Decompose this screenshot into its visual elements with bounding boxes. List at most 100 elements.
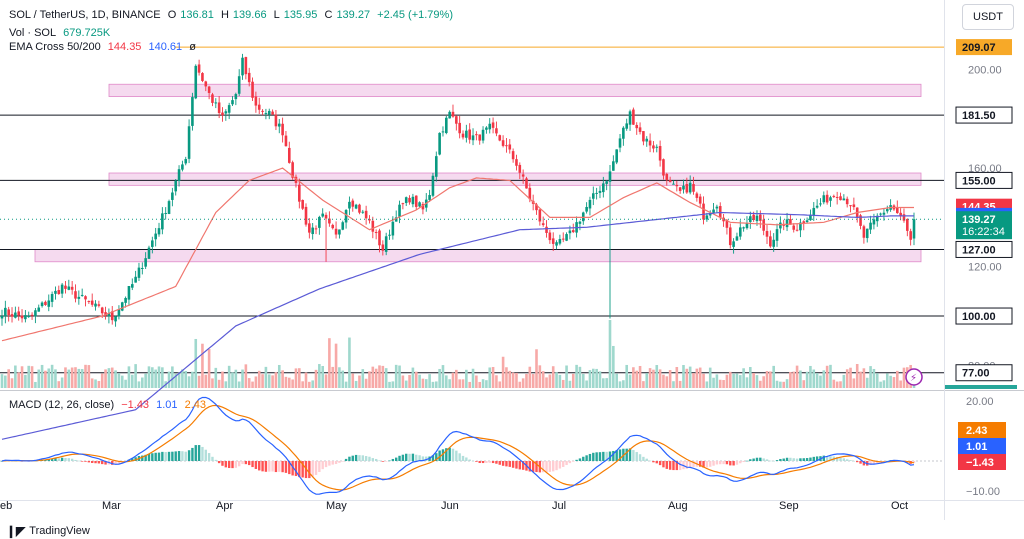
- candle-body: [678, 187, 682, 191]
- macd-histogram-bar: [214, 459, 218, 461]
- candle-body: [505, 145, 508, 147]
- candle-body: [591, 193, 595, 199]
- volume-bar: [224, 381, 228, 388]
- volume-bar: [511, 372, 515, 388]
- candle-body: [875, 215, 879, 222]
- candle-body: [374, 232, 378, 234]
- macd-histogram-bar: [625, 448, 628, 461]
- volume-bar: [124, 379, 127, 388]
- candle-body: [17, 311, 21, 316]
- volume-bar: [361, 369, 365, 388]
- macd-histogram-bar: [618, 449, 622, 461]
- volume-bar: [468, 381, 471, 388]
- macd-histogram-bar: [685, 461, 689, 469]
- macd-histogram-bar: [665, 461, 668, 469]
- candle-body: [675, 184, 679, 187]
- candle-body: [124, 297, 127, 303]
- volume-bar: [141, 377, 144, 388]
- macd-histogram-bar: [719, 461, 722, 465]
- candle-body: [849, 205, 852, 207]
- candle-body: [404, 197, 408, 203]
- macd-histogram-bar: [745, 460, 749, 462]
- volume-bar: [408, 374, 411, 388]
- volume-bar: [394, 364, 398, 388]
- candle-body: [341, 222, 345, 230]
- candle-body: [652, 145, 655, 149]
- volume-bar: [585, 380, 588, 388]
- candle-body: [625, 123, 629, 129]
- macd-histogram-bar: [224, 461, 228, 468]
- volume-bar: [328, 338, 331, 388]
- candle-body: [227, 105, 231, 113]
- volume-bar: [638, 365, 642, 388]
- candle-body: [528, 187, 532, 200]
- macd-histogram-bar: [50, 458, 54, 461]
- candle-body: [638, 127, 642, 132]
- volume-bar: [548, 374, 552, 388]
- macd-histogram-bar: [725, 461, 729, 465]
- candle-body: [548, 232, 552, 241]
- candle-body: [384, 236, 388, 252]
- candle-body: [561, 238, 565, 240]
- volume-bar: [398, 365, 401, 388]
- macd-histogram-bar: [57, 458, 60, 461]
- volume-bar: [151, 367, 154, 388]
- macd-histogram-bar: [815, 456, 819, 461]
- macd-histogram-bar: [415, 454, 418, 461]
- volume-bar: [227, 365, 231, 388]
- macd-histogram-bar: [491, 461, 495, 464]
- macd-histogram-bar: [839, 457, 842, 461]
- macd-histogram-bar: [541, 461, 545, 473]
- volume-bar: [735, 373, 739, 388]
- candle-body: [284, 135, 288, 147]
- volume-bar: [668, 370, 672, 388]
- candle-body: [885, 209, 889, 212]
- macd-histogram-bar: [77, 460, 81, 462]
- macd-histogram-bar: [161, 451, 164, 461]
- volume-bar: [541, 371, 545, 388]
- candle-body: [354, 204, 358, 209]
- candle-body: [324, 214, 328, 219]
- macd-histogram-bar: [739, 461, 742, 464]
- candle-body: [895, 207, 899, 214]
- candle-body: [261, 110, 264, 112]
- volume-bar: [889, 375, 892, 388]
- volume-bar: [752, 373, 755, 388]
- macd-histogram-bar: [114, 461, 117, 465]
- candle-body: [648, 140, 652, 146]
- volume-bar: [665, 376, 669, 388]
- volume-bar: [147, 366, 151, 388]
- candle-body: [267, 110, 271, 115]
- macd-histogram-bar: [405, 453, 408, 461]
- macd-histogram-bar: [60, 457, 64, 461]
- candle-body: [80, 294, 84, 296]
- macd-histogram-bar: [448, 447, 451, 461]
- open-label: O: [167, 9, 177, 21]
- candle-body: [455, 116, 458, 124]
- candle-body: [812, 207, 816, 216]
- volume-bar: [795, 365, 799, 388]
- candle-body: [745, 223, 749, 229]
- macd-histogram-bar: [445, 448, 448, 461]
- macd-histogram-bar: [779, 458, 782, 461]
- macd-histogram-bar: [856, 461, 859, 463]
- currency-button[interactable]: USDT: [962, 4, 1014, 30]
- candle-body: [287, 147, 291, 163]
- candle-body: [765, 231, 769, 237]
- macd-histogram-bar: [278, 461, 281, 472]
- candle-body: [448, 111, 451, 119]
- macd-histogram-bar: [261, 461, 264, 472]
- candle-body: [428, 195, 431, 200]
- volume-bar: [364, 378, 368, 388]
- macd-histogram-bar: [438, 450, 441, 461]
- macd-histogram-bar: [144, 454, 147, 461]
- volume-bar: [839, 381, 842, 388]
- macd-histogram-bar: [812, 456, 815, 461]
- macd-histogram-bar: [505, 461, 508, 467]
- candle-body: [805, 220, 809, 223]
- candle-body: [518, 164, 522, 173]
- macd-histogram-bar: [628, 448, 632, 461]
- candle-body: [171, 192, 174, 200]
- candle-body: [909, 231, 912, 240]
